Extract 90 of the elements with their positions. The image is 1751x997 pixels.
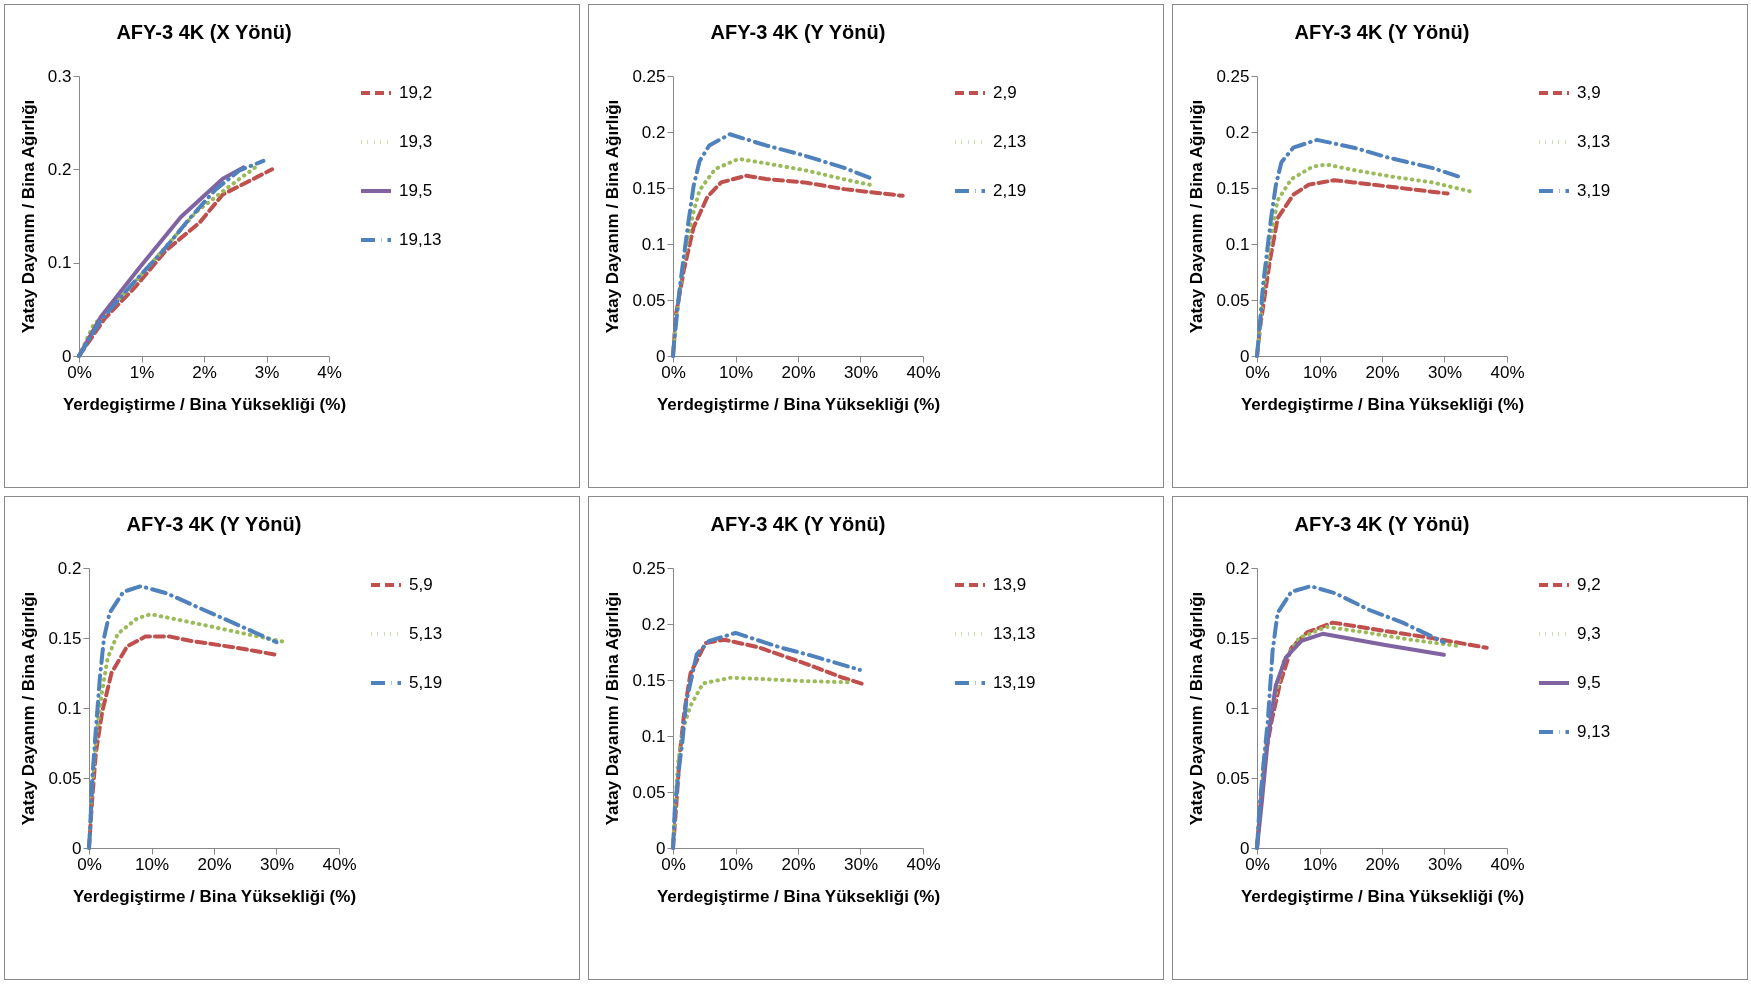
- chart-title: AFY-3 4K (Y Yönü): [1294, 513, 1470, 535]
- y-tick-label: 0.2: [57, 558, 82, 578]
- legend-label: 19,13: [399, 230, 442, 249]
- legend-label: 5,19: [409, 673, 443, 692]
- y-tick-label: 0.1: [47, 253, 72, 273]
- y-tick-label: 0.1: [1225, 234, 1250, 254]
- y-tick-label: 0.05: [1216, 290, 1250, 310]
- x-tick-label: 30%: [259, 854, 295, 874]
- legend-label: 9,3: [1577, 624, 1601, 643]
- legend-label: 3,9: [1577, 83, 1601, 102]
- x-tick-label: 30%: [1427, 362, 1463, 382]
- x-axis-title: Yerdegiştirme / Bina Yüksekliği (%): [656, 886, 941, 906]
- x-tick-label: 30%: [843, 854, 879, 874]
- y-tick-label: 0.1: [57, 698, 82, 718]
- y-tick-label: 0.25: [632, 558, 666, 578]
- y-axis-title: Yatay Dayanım / Bina Ağırlığı: [603, 99, 623, 334]
- legend-label: 9,13: [1577, 722, 1611, 741]
- x-tick-label: 30%: [1427, 854, 1463, 874]
- y-tick-label: 0.15: [632, 178, 666, 198]
- x-tick-label: 4%: [317, 362, 342, 382]
- x-tick-label: 20%: [781, 854, 816, 874]
- y-tick-label: 0.2: [1225, 558, 1250, 578]
- chart-title: AFY-3 4K (Y Yönü): [1294, 21, 1470, 43]
- legend-label: 19,3: [399, 132, 433, 151]
- y-tick-label: 0.1: [641, 726, 666, 746]
- x-tick-label: 40%: [906, 362, 941, 382]
- y-axis-title: Yatay Dayanım / Bina Ağırlığı: [19, 591, 39, 826]
- y-tick-label: 0.25: [632, 66, 666, 86]
- y-tick-label: 0.2: [47, 159, 72, 179]
- y-tick-label: 0.15: [48, 628, 82, 648]
- y-axis-title: Yatay Dayanım / Bina Ağırlığı: [1187, 99, 1207, 334]
- legend-label: 19,5: [399, 181, 433, 200]
- y-tick-label: 0.2: [641, 122, 666, 142]
- x-axis-title: Yerdegiştirme / Bina Yüksekliği (%): [62, 394, 347, 414]
- x-tick-label: 10%: [718, 854, 754, 874]
- legend-label: 9,2: [1577, 575, 1601, 594]
- y-tick-label: 0.05: [1216, 768, 1250, 788]
- x-tick-label: 10%: [718, 362, 754, 382]
- x-tick-label: 10%: [1302, 854, 1338, 874]
- y-tick-label: 0.25: [1216, 66, 1250, 86]
- y-tick-label: 0.1: [641, 234, 666, 254]
- x-axis-title: Yerdegiştirme / Bina Yüksekliği (%): [656, 394, 941, 414]
- y-tick-label: 0.15: [632, 670, 666, 690]
- legend-label: 2,13: [993, 132, 1027, 151]
- chart-title: AFY-3 4K (Y Yönü): [710, 513, 886, 535]
- y-tick-label: 0.1: [1225, 698, 1250, 718]
- x-tick-label: 2%: [192, 362, 217, 382]
- y-tick-label: 0.05: [632, 782, 666, 802]
- x-axis-title: Yerdegiştirme / Bina Yüksekliği (%): [72, 886, 357, 906]
- legend-label: 9,5: [1577, 673, 1601, 692]
- chart-title: AFY-3 4K (X Yönü): [116, 21, 292, 43]
- legend-label: 3,13: [1577, 132, 1611, 151]
- x-tick-label: 40%: [1490, 362, 1525, 382]
- y-tick-label: 0.15: [1216, 628, 1250, 648]
- x-axis-title: Yerdegiştirme / Bina Yüksekliği (%): [1240, 394, 1525, 414]
- y-axis-title: Yatay Dayanım / Bina Ağırlığı: [1187, 591, 1207, 826]
- x-tick-label: 40%: [322, 854, 357, 874]
- line-series: [1255, 584, 1446, 850]
- legend-label: 2,9: [993, 83, 1017, 102]
- y-tick-label: 0.2: [641, 614, 666, 634]
- line-series: [1255, 137, 1462, 358]
- legend-label: 5,13: [409, 624, 443, 643]
- x-axis-title: Yerdegiştirme / Bina Yüksekliği (%): [1240, 886, 1525, 906]
- y-tick-label: 0.3: [47, 66, 72, 86]
- x-tick-label: 20%: [781, 362, 816, 382]
- y-tick-label: 0.05: [632, 290, 666, 310]
- legend-label: 19,2: [399, 83, 433, 102]
- legend-label: 5,9: [409, 575, 433, 594]
- legend-label: 13,13: [993, 624, 1036, 643]
- x-tick-label: 10%: [1302, 362, 1338, 382]
- legend-label: 13,9: [993, 575, 1027, 594]
- x-tick-label: 30%: [843, 362, 879, 382]
- x-tick-label: 20%: [1365, 362, 1400, 382]
- chart-title: AFY-3 4K (Y Yönü): [126, 513, 302, 535]
- y-axis-title: Yatay Dayanım / Bina Ağırlığı: [603, 591, 623, 826]
- x-tick-label: 20%: [1365, 854, 1400, 874]
- x-tick-label: 20%: [197, 854, 232, 874]
- x-tick-label: 40%: [1490, 854, 1525, 874]
- y-axis-title: Yatay Dayanım / Bina Ağırlığı: [18, 99, 38, 334]
- chart-title: AFY-3 4K (Y Yönü): [710, 21, 886, 43]
- legend-label: 2,19: [993, 181, 1027, 200]
- x-tick-label: 40%: [906, 854, 941, 874]
- legend-label: 3,19: [1577, 181, 1611, 200]
- y-tick-label: 0.15: [1216, 178, 1250, 198]
- x-tick-label: 10%: [134, 854, 170, 874]
- x-tick-label: 3%: [254, 362, 280, 382]
- y-tick-label: 0.05: [48, 768, 82, 788]
- y-tick-label: 0.2: [1225, 122, 1250, 142]
- legend-label: 13,19: [993, 673, 1036, 692]
- x-tick-label: 1%: [129, 362, 155, 382]
